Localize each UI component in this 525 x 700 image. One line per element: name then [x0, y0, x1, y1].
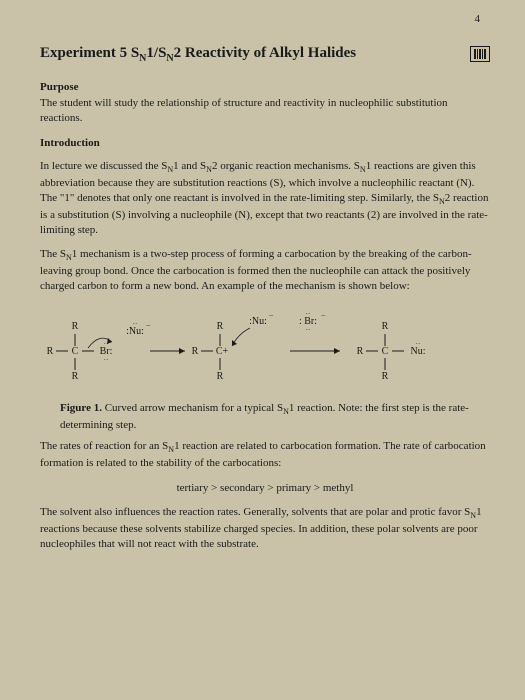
page-number: 4 — [475, 12, 481, 27]
svg-text:R: R — [192, 346, 199, 357]
stability-order: tertiary > secondary > primary > methyl — [40, 481, 490, 496]
rates-paragraph: The rates of reaction for an SN1 reactio… — [40, 439, 490, 471]
title-sub: N — [166, 53, 173, 64]
figure-1: R R C Br: ·· ·· R :Nu: ·· − — [40, 304, 490, 433]
title-text: 2 Reactivity of Alkyl Halides — [174, 45, 357, 61]
svg-text:R: R — [217, 371, 224, 382]
title-text: Experiment 5 S — [40, 45, 139, 61]
introduction-heading: Introduction — [40, 136, 490, 151]
figure-caption: Figure 1. Curved arrow mechanism for a t… — [40, 401, 490, 433]
intro-paragraph-1: In lecture we discussed the SN1 and SN2 … — [40, 159, 490, 238]
svg-text:R: R — [47, 346, 54, 357]
svg-text:··: ·· — [104, 356, 109, 364]
solvent-paragraph: The solvent also influences the reaction… — [40, 505, 490, 552]
svg-text:R: R — [72, 321, 79, 332]
text: The rates of reaction for an S — [40, 440, 168, 452]
text: In lecture we discussed the S — [40, 160, 167, 172]
svg-text:··: ·· — [416, 340, 421, 348]
svg-text:C: C — [382, 346, 389, 357]
svg-text:R: R — [382, 371, 389, 382]
intro-paragraph-2: The SN1 mechanism is a two-step process … — [40, 247, 490, 294]
purpose-heading: Purpose — [40, 80, 490, 95]
text: 2 organic reaction mechanisms. S — [212, 160, 360, 172]
svg-text:R: R — [217, 321, 224, 332]
text: Figure 1. — [60, 402, 102, 414]
purpose-text: The student will study the relationship … — [40, 96, 490, 126]
title-text: 1/S — [146, 45, 166, 61]
svg-text::Nu:: :Nu: — [249, 316, 267, 327]
text: The S — [40, 248, 66, 260]
svg-text:C+: C+ — [216, 346, 229, 357]
barcode-icon — [470, 46, 490, 62]
svg-text:··: ·· — [133, 320, 138, 328]
text: 1 mechanism is a two-step process of for… — [40, 248, 472, 292]
text: 1 and S — [173, 160, 206, 172]
svg-text:··: ·· — [306, 326, 311, 334]
svg-text:R: R — [382, 321, 389, 332]
text: Curved arrow mechanism for a typical S — [102, 402, 283, 414]
svg-text:−: − — [321, 311, 326, 320]
experiment-title: Experiment 5 SN1/SN2 Reactivity of Alkyl… — [40, 43, 356, 66]
mechanism-diagram: R R C Br: ·· ·· R :Nu: ·· − — [40, 304, 490, 394]
svg-text:··: ·· — [306, 310, 311, 318]
svg-text:R: R — [357, 346, 364, 357]
svg-text:−: − — [269, 311, 274, 320]
text: The solvent also influences the reaction… — [40, 506, 470, 518]
svg-text:R: R — [72, 371, 79, 382]
title-row: Experiment 5 SN1/SN2 Reactivity of Alkyl… — [40, 43, 490, 66]
svg-text:−: − — [146, 321, 151, 330]
svg-text:C: C — [72, 346, 79, 357]
